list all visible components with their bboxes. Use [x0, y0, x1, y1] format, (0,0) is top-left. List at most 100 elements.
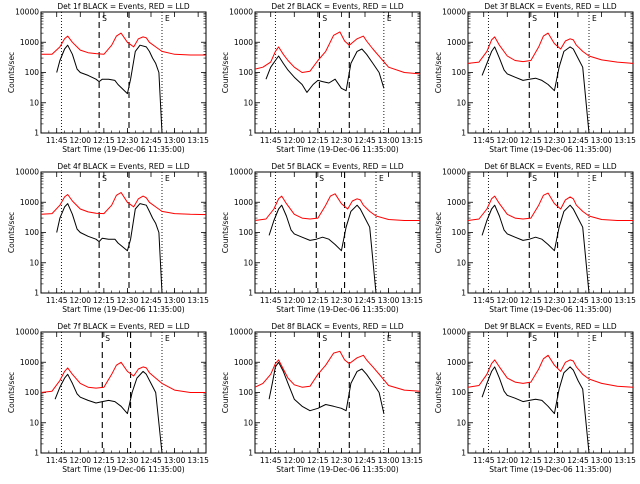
x-tick-label: 13:15 — [187, 296, 209, 305]
y-tick-label: 1 — [34, 129, 39, 138]
x-tick-label: 12:45 — [140, 136, 162, 145]
x-tick-label: 13:00 — [591, 456, 613, 465]
series-line-red-lld — [467, 192, 633, 221]
panel-title: Det 3f BLACK = Events, RED = LLD — [484, 2, 617, 11]
panel-title: Det 6f BLACK = Events, RED = LLD — [484, 162, 617, 171]
x-tick-label: 12:00 — [69, 456, 91, 465]
y-tick-label: 10 — [243, 98, 253, 107]
annotation-label: E — [387, 334, 392, 343]
y-tick-label: 1 — [34, 449, 39, 458]
plot-frame — [254, 171, 421, 294]
y-tick-label: 100 — [25, 228, 40, 237]
y-tick-label: 10000 — [15, 168, 39, 177]
panel-5: Det 5f BLACK = Events, RED = LLD 1 10 100 10… — [221, 162, 423, 314]
series-line-red-lld — [467, 32, 634, 64]
y-tick-label: 1 — [248, 129, 253, 138]
x-tick-label: 12:00 — [496, 296, 518, 305]
y-tick-label: 10000 — [442, 8, 466, 17]
x-tick-label: 12:00 — [69, 136, 91, 145]
annotation-label: S — [322, 334, 327, 343]
panel-title: Det 4f BLACK = Events, RED = LLD — [57, 162, 190, 171]
x-tick-label: 12:30 — [117, 296, 139, 305]
x-tick-label: 13:00 — [378, 456, 400, 465]
annotation-label: E — [592, 334, 597, 343]
y-tick-label: 1 — [248, 449, 253, 458]
series-line-red-lld — [40, 192, 207, 216]
plot-frame — [40, 11, 207, 134]
y-tick-label: 1000 — [447, 358, 466, 367]
x-tick-label: 13:00 — [591, 136, 613, 145]
x-tick-label: 11:45 — [260, 136, 282, 145]
panel-1: Det 1f BLACK = Events, RED = LLD 1 10 100 10… — [7, 2, 209, 154]
y-axis-label: Counts/sec — [221, 372, 230, 413]
x-tick-label: 12:15 — [307, 136, 329, 145]
x-tick-label: 12:15 — [93, 296, 115, 305]
annotation-label: E — [592, 14, 597, 23]
y-tick-label: 1 — [461, 129, 466, 138]
x-tick-label: 11:45 — [473, 296, 495, 305]
x-tick-label: 13:00 — [591, 296, 613, 305]
y-tick-label: 10000 — [15, 328, 39, 337]
x-tick-label: 13:15 — [401, 456, 423, 465]
y-tick-label: 1000 — [20, 38, 39, 47]
x-tick-label: 11:45 — [46, 296, 68, 305]
series-line-black-events — [481, 366, 590, 454]
x-tick-label: 12:45 — [354, 136, 376, 145]
y-tick-label: 1000 — [234, 38, 253, 47]
x-tick-label: 12:15 — [520, 136, 542, 145]
series-line-red-lld — [254, 350, 421, 392]
x-tick-label: 13:15 — [187, 456, 209, 465]
x-axis-label: Start Time (19-Dec-06 11:35:00) — [489, 305, 611, 314]
x-tick-label: 12:30 — [331, 456, 353, 465]
y-tick-label: 1000 — [447, 38, 466, 47]
plot-frame — [40, 331, 207, 454]
x-axis-label: Start Time (19-Dec-06 11:35:00) — [276, 305, 398, 314]
x-tick-label: 12:45 — [567, 456, 589, 465]
x-tick-label: 13:00 — [378, 136, 400, 145]
x-tick-label: 12:15 — [307, 296, 329, 305]
y-tick-label: 10 — [29, 258, 39, 267]
y-axis-label: Counts/sec — [7, 212, 16, 253]
y-axis-label: Counts/sec — [434, 212, 443, 253]
y-tick-label: 10000 — [442, 168, 466, 177]
x-tick-label: 12:00 — [496, 456, 518, 465]
y-tick-label: 100 — [25, 68, 40, 77]
x-axis-label: Start Time (19-Dec-06 11:35:00) — [62, 145, 184, 154]
plot-frame — [254, 331, 421, 454]
plot-frame — [467, 331, 634, 454]
annotation-label: E — [165, 334, 170, 343]
annotation-label: E — [592, 174, 597, 183]
x-axis-label: Start Time (19-Dec-06 11:35:00) — [489, 145, 611, 154]
plot-frame — [254, 11, 421, 134]
y-axis-label: Counts/sec — [434, 372, 443, 413]
panel-title: Det 1f BLACK = Events, RED = LLD — [57, 2, 190, 11]
x-tick-label: 12:00 — [283, 296, 305, 305]
x-tick-label: 11:45 — [260, 296, 282, 305]
annotation-label: E — [379, 174, 384, 183]
y-tick-label: 100 — [25, 388, 40, 397]
series-line-red-lld — [254, 31, 421, 75]
x-tick-label: 12:30 — [117, 136, 139, 145]
y-tick-label: 1000 — [20, 358, 39, 367]
annotation-label: S — [102, 174, 107, 183]
panel-4: Det 4f BLACK = Events, RED = LLD 1 10 100 10… — [7, 162, 209, 314]
x-tick-label: 12:30 — [544, 296, 566, 305]
x-tick-label: 13:15 — [614, 456, 636, 465]
panel-title: Det 7f BLACK = Events, RED = LLD — [57, 322, 190, 331]
x-tick-label: 13:15 — [614, 296, 636, 305]
x-tick-label: 12:30 — [544, 136, 566, 145]
y-tick-label: 10 — [29, 98, 39, 107]
series-line-black-events — [481, 46, 590, 134]
x-tick-label: 13:15 — [401, 136, 423, 145]
x-tick-label: 13:00 — [164, 456, 186, 465]
x-tick-label: 12:00 — [283, 456, 305, 465]
annotation-label: E — [165, 174, 170, 183]
x-tick-label: 12:30 — [331, 136, 353, 145]
annotation-label: S — [532, 174, 537, 183]
series-line-red-lld — [41, 32, 206, 56]
plot-frame — [467, 171, 634, 294]
y-tick-label: 10000 — [442, 328, 466, 337]
x-axis-label: Start Time (19-Dec-06 11:35:00) — [276, 465, 398, 474]
y-axis-label: Counts/sec — [434, 52, 443, 93]
series-line-black-events — [268, 204, 377, 294]
